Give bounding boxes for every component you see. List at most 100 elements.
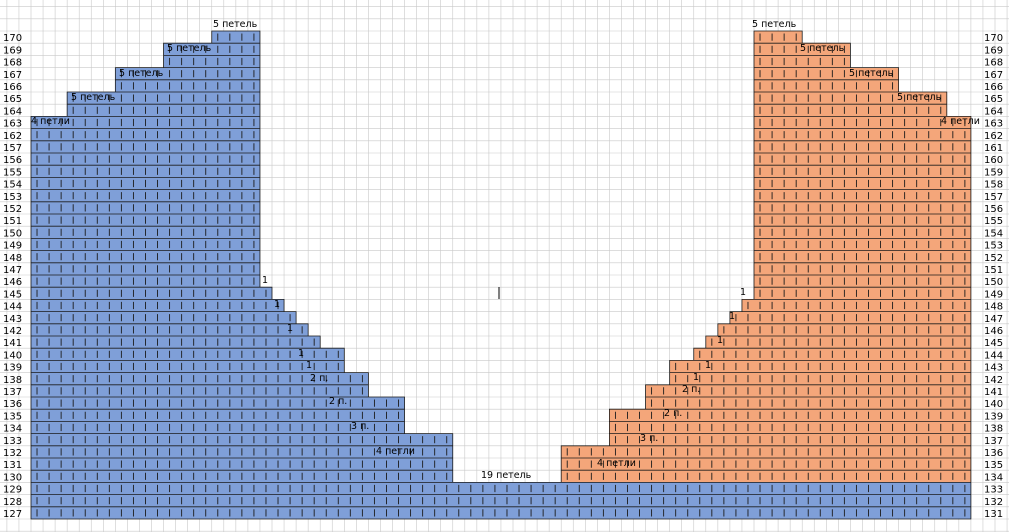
orange-chart-row [754,92,947,105]
left-row-number: 169 [3,45,22,56]
blue-chart-row [115,67,260,80]
right-row-number: 146 [984,326,1003,337]
orange-chart-row [754,226,971,239]
blue-chart-row [31,372,369,385]
orange-chart-row [754,31,803,44]
right-row-number: 156 [984,204,1003,215]
right-row-number: 163 [984,119,1003,130]
right-annotation: 1 [693,372,699,383]
blue-chart-row [115,79,260,92]
orange-chart-row [754,201,971,214]
right-row-number: 136 [984,448,1003,459]
right-annotation: 5 петель [800,43,845,54]
left-row-number: 168 [3,58,22,69]
left-annotation: 4 петли [31,116,70,127]
left-row-number: 162 [3,131,22,142]
right-row-number: 157 [984,192,1003,203]
left-annotation: 1 [298,348,304,359]
left-row-number: 150 [3,228,22,239]
right-row-number: 150 [984,277,1003,288]
orange-chart-row [754,128,971,141]
right-row-number: 132 [984,497,1003,508]
right-row-number: 135 [984,460,1003,471]
orange-chart-row [754,177,971,190]
right-row-number: 161 [984,143,1003,154]
left-annotation: 1 [306,360,312,371]
right-row-number: 153 [984,241,1003,252]
left-row-number: 165 [3,94,22,105]
orange-chart-row [754,153,971,166]
blue-chart-row [31,482,971,495]
left-row-number: 128 [3,497,22,508]
left-row-number: 146 [3,277,22,288]
orange-chart-row [754,165,971,178]
orange-chart-row [561,470,971,483]
orange-chart-row [561,445,971,458]
right-annotation: 4 петли [941,116,980,127]
blue-chart-row [163,43,260,56]
right-annotation: 1 [705,360,711,371]
chart-outline [30,30,972,520]
orange-chart-row [754,238,971,251]
orange-chart-row [705,336,971,349]
left-annotation: 4 петли [376,446,415,457]
left-row-number: 139 [3,363,22,374]
left-row-number: 138 [3,375,22,386]
right-row-number: 160 [984,155,1003,166]
right-annotation: 5 петель [849,68,894,79]
left-annotation: 5 петель [213,19,258,30]
blue-chart-row [31,311,297,324]
left-row-number: 163 [3,119,22,130]
left-row-number: 144 [3,302,22,313]
right-row-number: 164 [984,106,1003,117]
left-row-number: 148 [3,253,22,264]
orange-chart-row [754,140,971,153]
orange-chart-row [754,250,971,263]
left-row-number: 155 [3,167,22,178]
right-annotation: 4 петли [597,458,636,469]
orange-chart-row [754,189,971,202]
left-row-number: 170 [3,33,22,44]
right-annotation: 1 [729,311,735,322]
blue-chart-row [31,336,321,349]
right-row-number: 143 [984,363,1003,374]
orange-chart-row [754,79,899,92]
right-annotation: 1 [717,335,723,346]
right-row-number: 167 [984,70,1003,81]
left-annotation: 3 п. [351,421,369,432]
blue-chart-row [67,104,260,117]
left-row-number: 154 [3,180,22,191]
left-row-number: 147 [3,265,22,276]
left-row-number: 157 [3,143,22,154]
right-row-number: 147 [984,314,1003,325]
right-row-number: 144 [984,350,1003,361]
left-row-number: 137 [3,387,22,398]
orange-chart-row [754,116,971,129]
left-row-number: 133 [3,436,22,447]
blue-chart-row [31,287,272,300]
left-row-number: 167 [3,70,22,81]
right-row-number: 139 [984,411,1003,422]
left-row-number: 141 [3,338,22,349]
row-outlines [30,30,972,520]
left-row-number: 140 [3,350,22,361]
left-row-number: 153 [3,192,22,203]
right-annotation: 2 п. [682,384,700,395]
blue-chart-row [31,384,369,397]
right-row-number: 169 [984,45,1003,56]
orange-chart-row [754,275,971,288]
right-annotation: 5 петель [897,92,942,103]
left-row-number: 134 [3,424,22,435]
left-annotation: 1 [274,299,280,310]
left-row-number: 166 [3,82,22,93]
blue-chart-row [67,92,260,105]
right-annotation: 3 п. [640,433,658,444]
right-row-number: 166 [984,82,1003,93]
right-row-number: 155 [984,216,1003,227]
blue-chart-row [31,360,345,373]
left-row-number: 152 [3,204,22,215]
right-row-number: 168 [984,58,1003,69]
left-annotation: 2 п. [310,373,328,384]
left-row-number: 143 [3,314,22,325]
